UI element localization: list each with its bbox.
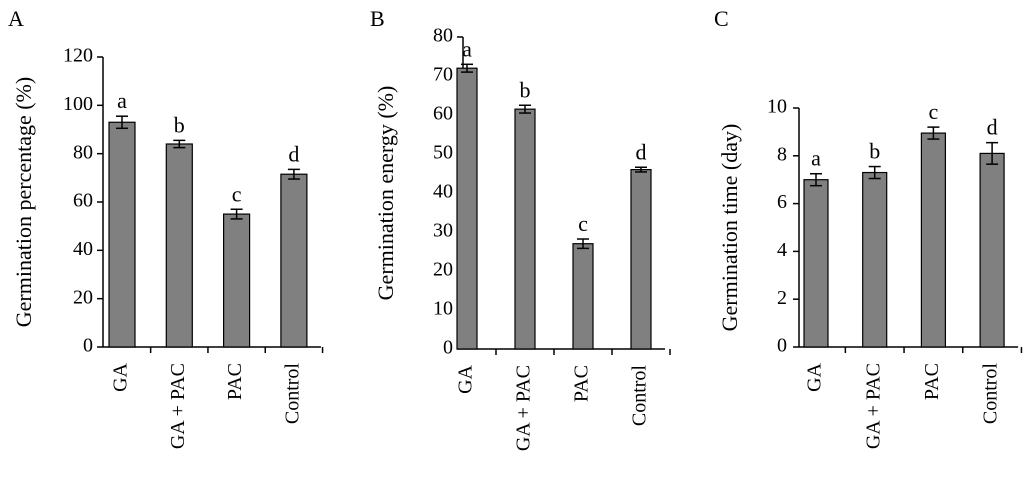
panel-a: A Germination percentage (%) 0 20 40 60 80 100 1… [8,6,324,449]
bar [280,173,308,348]
y-axis-label: Germination time (day) [717,124,742,332]
significance-letter: c [232,181,242,206]
y-tick-label: 20 [73,286,93,308]
x-tick-label: Control [980,363,1002,425]
bar [862,171,888,348]
x-tick-label: GA [455,364,477,393]
x-tick-label: PAC [571,365,593,402]
bar [572,243,594,350]
significance-letter: c [578,211,588,236]
panel-letter: B [370,6,385,31]
y-tick-label: 0 [443,337,453,359]
y-tick-label: 70 [433,64,453,86]
x-tick-label: PAC [921,363,943,400]
panel-b: B Germination energy (%) 0 10 20 30 40 50 60 70 80… [370,6,671,451]
bar [803,179,829,348]
significance-letter: d [288,141,299,166]
panel-c: C Germination time (day) 0 2 4 6 8 10 a GA b GA + P… [714,6,1023,449]
bar [223,213,251,348]
x-tick-label: GA + PAC [862,363,884,449]
y-tick-label: 50 [433,142,453,164]
y-tick-label: 30 [433,220,453,242]
y-tick-label: 60 [433,103,453,125]
panel-letter: C [714,6,729,31]
y-tick-label: 10 [767,96,787,118]
y-tick-label: 40 [73,238,93,260]
x-tick-label: GA [110,362,132,391]
bar [165,143,193,348]
significance-letter: c [929,99,939,124]
y-tick-label: 6 [777,191,787,213]
bar [514,108,536,350]
y-tick-label: 80 [73,141,93,163]
significance-letter: d [987,115,998,140]
bar [108,121,136,348]
y-tick-label: 10 [433,298,453,320]
y-axis-label: Germination percentage (%) [11,77,36,327]
x-tick-label: GA + PAC [513,365,535,451]
y-tick-label: 60 [73,190,93,212]
significance-letter: b [174,112,185,137]
x-tick-label: Control [281,363,303,425]
panel-letter: A [8,6,24,31]
y-tick-label: 8 [777,143,787,165]
y-tick-label: 0 [777,335,787,357]
bar [456,67,478,350]
y-tick-label: 20 [433,259,453,281]
significance-letter: b [869,139,880,164]
x-tick-label: PAC [224,363,246,400]
y-tick-label: 2 [777,287,787,309]
y-tick-label: 80 [433,25,453,47]
y-axis-label: Germination energy (%) [373,86,398,301]
bar [979,152,1005,348]
significance-letter: a [811,146,821,171]
x-tick-label: GA [804,362,826,391]
significance-letter: d [636,139,647,164]
bar [920,132,947,348]
x-tick-label: Control [629,365,651,427]
y-tick-label: 4 [777,239,787,261]
significance-letter: a [117,88,127,113]
bar [630,169,652,350]
y-tick-label: 40 [433,181,453,203]
x-tick-label: GA + PAC [167,363,189,449]
y-tick-label: 100 [63,93,93,115]
y-tick-label: 120 [63,45,93,67]
significance-letter: b [520,77,531,102]
y-tick-label: 0 [83,335,93,357]
significance-letter: a [462,36,472,61]
